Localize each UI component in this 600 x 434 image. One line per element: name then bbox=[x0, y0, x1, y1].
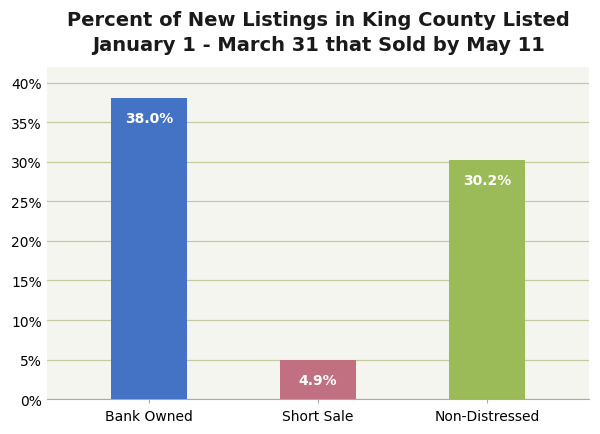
Text: 38.0%: 38.0% bbox=[125, 112, 173, 126]
Bar bbox=[449, 161, 526, 399]
Bar bbox=[111, 99, 187, 399]
Title: Percent of New Listings in King County Listed
January 1 - March 31 that Sold by : Percent of New Listings in King County L… bbox=[67, 11, 569, 55]
Text: 4.9%: 4.9% bbox=[299, 373, 337, 387]
Bar bbox=[280, 361, 356, 399]
Text: 30.2%: 30.2% bbox=[463, 174, 511, 187]
